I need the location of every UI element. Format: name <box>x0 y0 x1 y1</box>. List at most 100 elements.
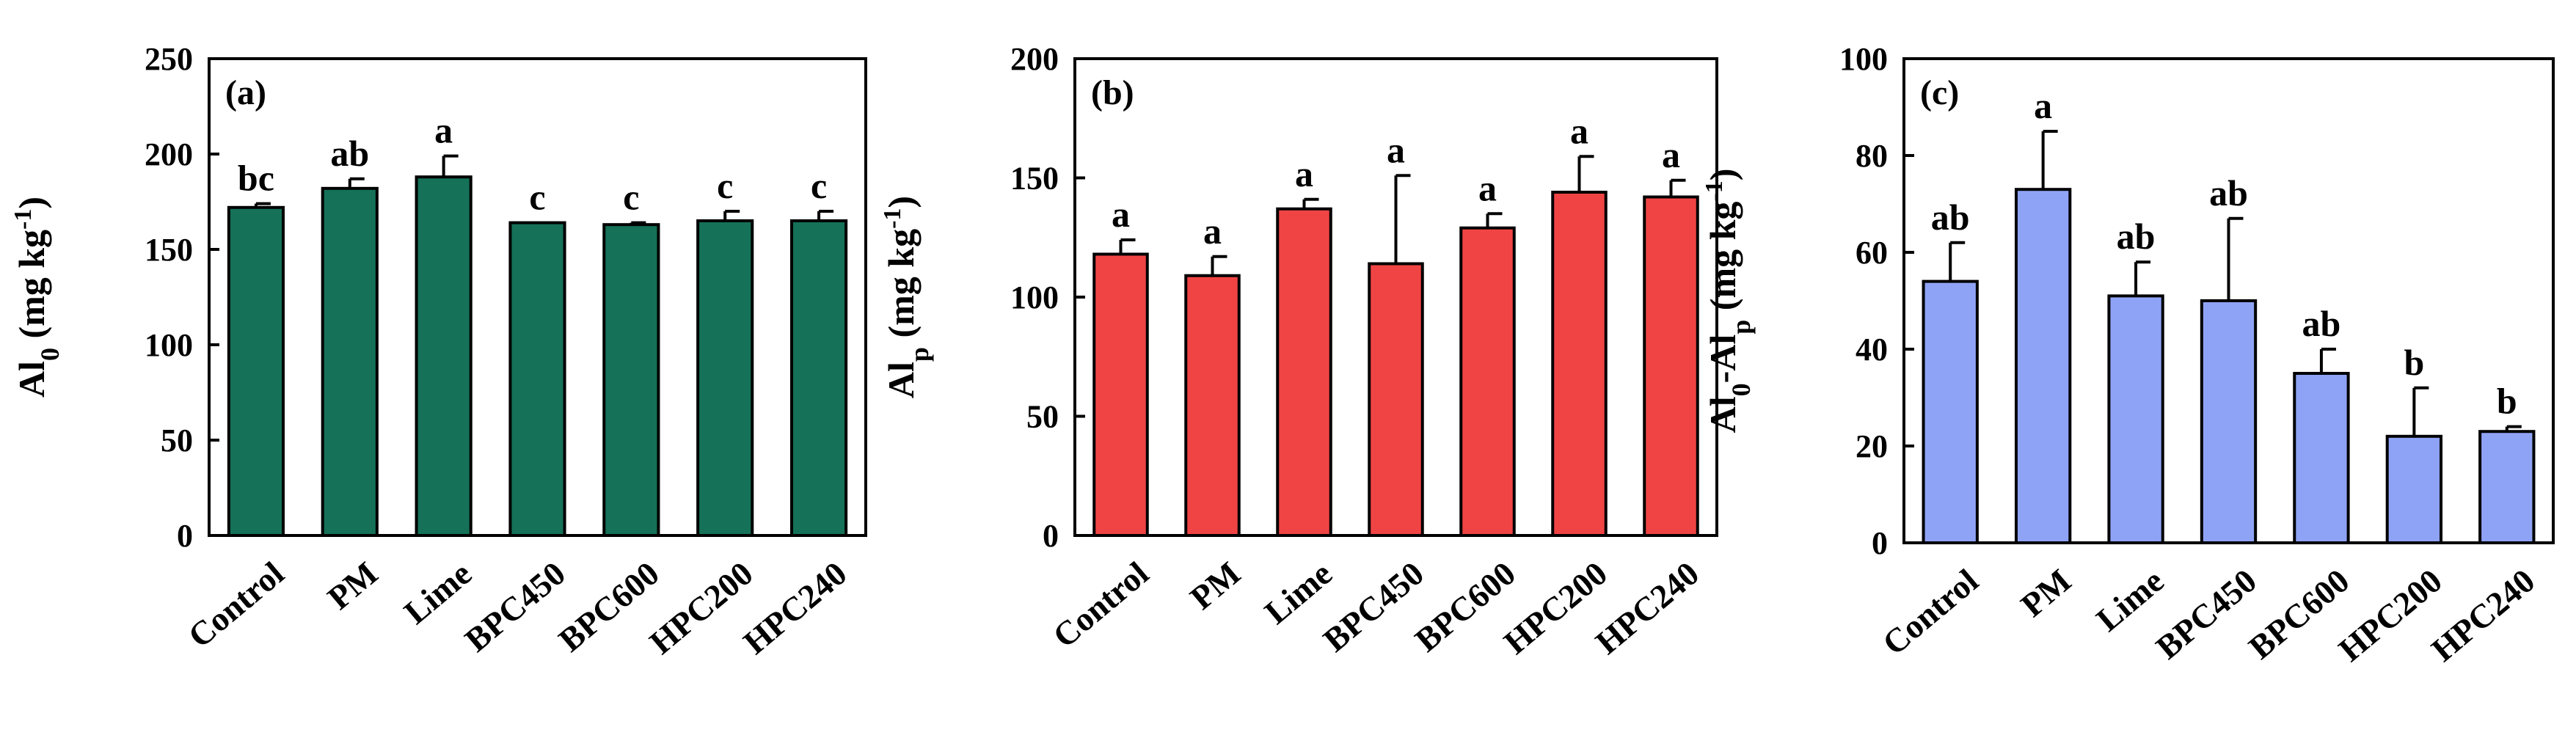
y-label-sub: p <box>905 347 934 362</box>
y-tick-label: 100 <box>1839 41 1888 77</box>
significance-label: a <box>1570 110 1588 151</box>
bar <box>1092 252 1149 537</box>
y-tick-label: 60 <box>1856 235 1888 271</box>
x-tick-label: BPC600 <box>552 555 666 659</box>
y-tick-label: 150 <box>1010 161 1059 197</box>
bar <box>1368 262 1424 537</box>
bar <box>2014 188 2072 544</box>
significance-label: a <box>434 110 453 151</box>
y-label-unit: (mg kg <box>1702 202 1743 320</box>
bar <box>789 219 848 537</box>
y-label-unit-end: ) <box>880 196 922 208</box>
bar <box>415 175 472 537</box>
y-label-sup: -1 <box>10 209 37 230</box>
significance-label: a <box>1203 211 1222 252</box>
bar <box>508 221 566 537</box>
significance-label: bc <box>238 158 274 199</box>
significance-label: ab <box>2209 172 2248 213</box>
y-label-sup: -1 <box>879 208 906 229</box>
x-tick-label: Control <box>181 555 291 655</box>
bar <box>602 223 660 537</box>
x-tick-label: Lime <box>2090 562 2171 639</box>
y-label-main: Al <box>880 362 922 398</box>
bar <box>1551 191 1608 537</box>
y-label-sub2: p <box>1726 320 1756 334</box>
x-tick-label: Lime <box>1258 555 1339 632</box>
y-tick-label: 0 <box>1043 518 1059 554</box>
x-tick-label: HPC240 <box>2424 562 2542 669</box>
y-label-main: Al <box>11 361 52 398</box>
bar <box>2293 372 2350 544</box>
y-tick-label: 50 <box>1026 399 1059 435</box>
x-tick-label: HPC200 <box>2332 562 2449 669</box>
y-tick-label: 0 <box>1872 525 1888 561</box>
significance-label: c <box>811 165 827 206</box>
bar <box>1184 274 1241 537</box>
y-label-mid: -Al <box>1702 334 1743 384</box>
y-tick-label: 0 <box>177 518 193 554</box>
significance-label: a <box>1478 167 1497 208</box>
x-tick-label: BPC450 <box>458 555 572 659</box>
x-tick-label: HPC240 <box>1588 555 1706 662</box>
y-label-unit-end: ) <box>1702 169 1743 181</box>
chart-panel-c: 0 20 40 60 80 100 ab Control a PM ab Lime ab BPC450 ab… <box>1701 41 2555 669</box>
bar <box>2385 434 2443 544</box>
y-tick-label: 40 <box>1856 332 1888 368</box>
bar <box>1643 195 1699 537</box>
y-label-sub: 0 <box>1726 383 1756 396</box>
bar <box>696 219 754 537</box>
y-label-sub: 0 <box>35 348 65 361</box>
x-tick-label: Control <box>1046 555 1156 655</box>
x-tick-label: PM <box>2014 562 2079 624</box>
y-tick-label: 80 <box>1856 138 1888 174</box>
y-tick-label: 200 <box>1010 41 1059 77</box>
x-tick-label: BPC450 <box>1316 555 1431 659</box>
y-label-unit: (mg kg <box>880 229 922 347</box>
significance-label: a <box>2034 85 2052 126</box>
bar <box>227 205 285 537</box>
bar <box>1459 226 1516 537</box>
x-tick-label: HPC200 <box>643 555 760 662</box>
y-tick-label: 250 <box>145 41 193 77</box>
y-tick-label: 150 <box>145 232 193 268</box>
significance-label: a <box>1295 153 1313 194</box>
y-tick-label: 200 <box>145 136 193 172</box>
y-label-sup: -1 <box>1701 180 1728 201</box>
y-axis-label: Al0 (mg kg-1) <box>10 197 65 398</box>
significance-label: ab <box>2302 303 2341 344</box>
bar <box>2200 299 2258 544</box>
significance-label: ab <box>1931 197 1970 238</box>
x-tick-label: Lime <box>397 555 478 632</box>
x-tick-label: BPC600 <box>2241 562 2356 667</box>
panel-label: (b) <box>1091 73 1134 112</box>
x-tick-label: HPC240 <box>737 555 854 662</box>
bar <box>2107 294 2164 544</box>
significance-label: b <box>2497 381 2517 422</box>
y-tick-label: 50 <box>161 423 193 458</box>
panel-label: (c) <box>1920 73 1959 112</box>
significance-label: ab <box>2117 216 2156 257</box>
y-tick-label: 100 <box>1010 279 1059 315</box>
y-axis-label: Alp (mg kg-1) <box>879 196 935 398</box>
significance-label: a <box>1662 134 1680 175</box>
significance-label: a <box>1387 129 1405 170</box>
x-tick-label: PM <box>321 555 385 617</box>
y-label-unit-end: ) <box>11 197 52 209</box>
x-tick-label: Control <box>1875 562 1985 662</box>
bar <box>321 186 379 537</box>
significance-label: c <box>529 177 545 218</box>
significance-label: c <box>717 165 733 206</box>
significance-label: b <box>2404 342 2424 383</box>
chart-panel-a: 0 50 100 150 200 250 bc Control ab PM a Lime c BPC450… <box>10 41 867 662</box>
significance-label: a <box>1112 194 1130 235</box>
significance-label: c <box>623 177 639 218</box>
significance-label: ab <box>330 133 369 174</box>
bar <box>1276 207 1332 537</box>
y-label-unit: (mg kg <box>11 230 52 348</box>
x-tick-label: HPC200 <box>1497 555 1614 662</box>
bar <box>2478 430 2536 545</box>
y-tick-label: 100 <box>145 327 193 363</box>
panel-label: (a) <box>225 73 266 112</box>
y-label-main: Al <box>1702 396 1743 433</box>
